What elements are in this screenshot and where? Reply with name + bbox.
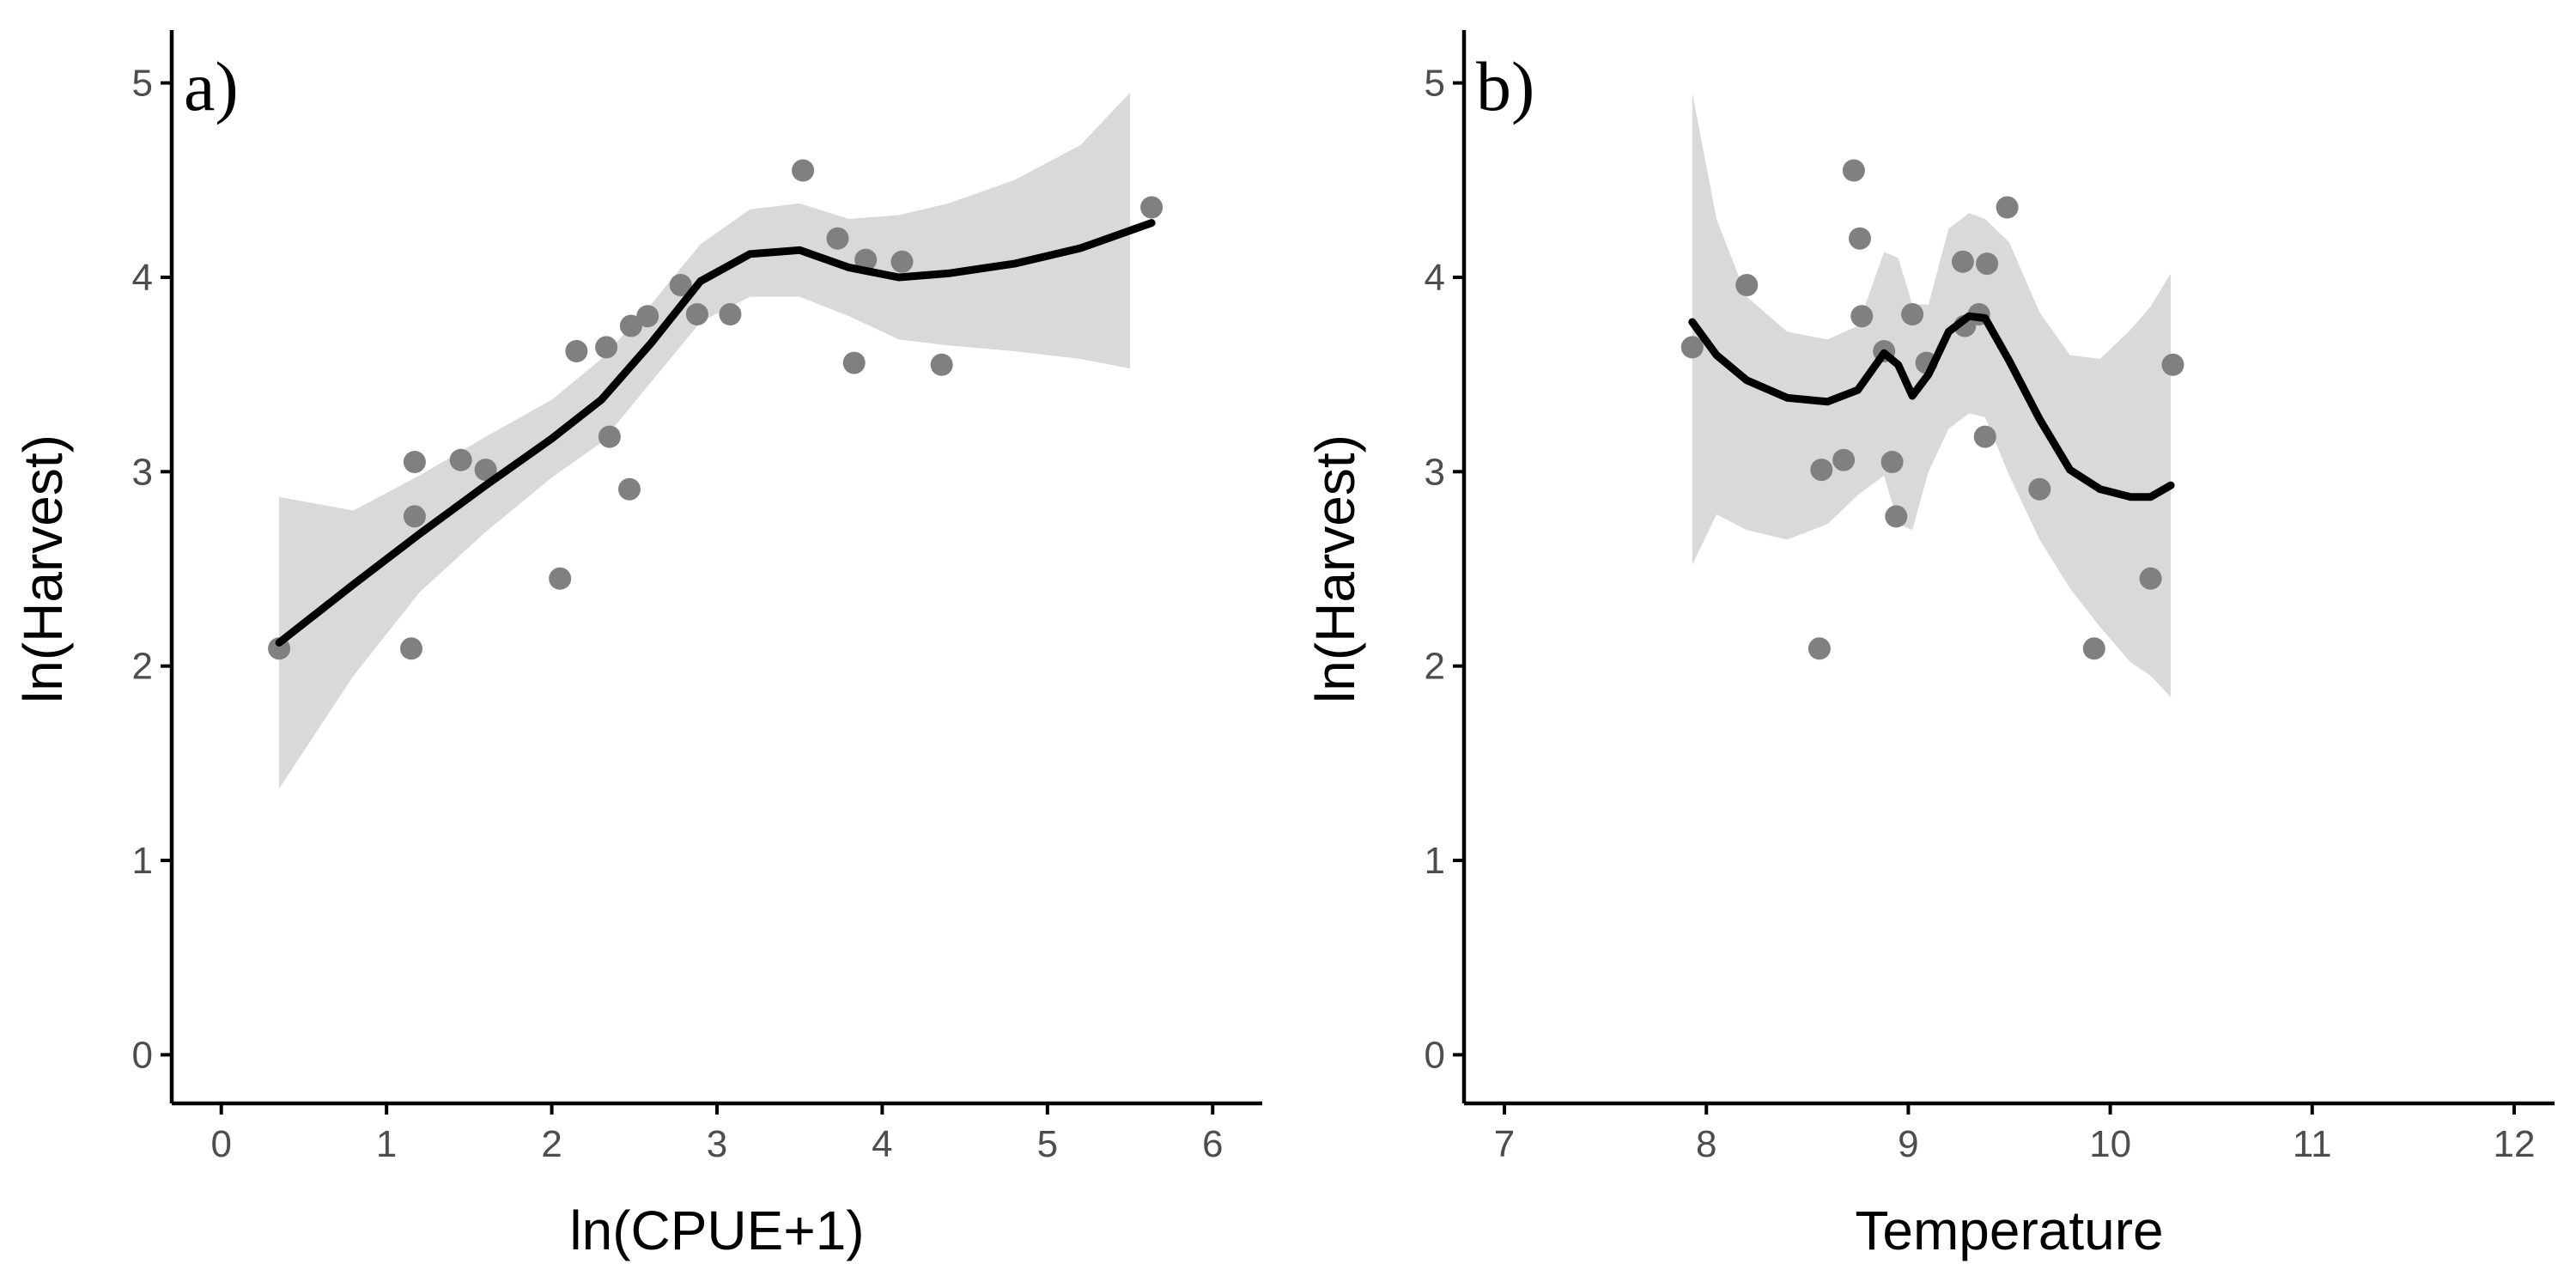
b-data-point [1996,196,2019,219]
a-data-point [474,459,497,482]
b-y-tick-label: 2 [1425,646,1445,688]
a-x-axis-title: ln(CPUE+1) [569,1200,864,1261]
b-data-point [1832,448,1856,471]
b-y-tick-label: 5 [1425,63,1445,105]
b-data-point [1680,336,1704,359]
a-data-point [618,477,641,501]
a-y-axis-title: ln(Harvest) [12,434,74,703]
b-data-point [1901,303,1924,325]
a-x-tick-label: 1 [376,1123,397,1165]
b-x-tick-label: 9 [1898,1123,1918,1165]
b-data-point [1850,305,1874,328]
a-data-point [449,448,472,471]
b-y-tick-label: 1 [1425,840,1445,882]
b-data-point [2139,567,2162,590]
a-data-point [403,505,426,528]
b-data-point [1951,250,1974,273]
b-x-tick-label: 10 [2089,1123,2131,1165]
a-x-tick-label: 0 [210,1123,231,1165]
a-x-tick-label: 2 [541,1123,562,1165]
a-y-tick-label: 4 [132,257,153,299]
a-data-point [619,314,642,337]
a-data-point [792,159,815,182]
a-data-point [400,637,422,660]
b-y-tick-label: 4 [1425,257,1445,299]
a-data-point [1140,196,1163,219]
b-data-point [2161,353,2184,376]
a-x-tick-label: 4 [872,1123,892,1165]
b-y-tick-label: 3 [1425,451,1445,493]
a-data-point [685,303,708,325]
a-y-tick-label: 2 [132,646,153,688]
a-data-point [565,340,588,362]
b-data-point [1807,637,1831,660]
a-data-point [669,274,692,296]
a-data-point [636,305,659,328]
a-x-tick-label: 6 [1202,1123,1223,1165]
a-panel-label: a) [184,47,239,125]
b-data-point [2028,477,2051,501]
a-data-point [598,425,621,448]
a-data-point [549,567,572,590]
b-data-point [1976,252,1999,276]
a-data-point [719,303,742,325]
a-data-point [854,248,878,271]
b-confidence-band [1692,92,2172,697]
a-y-tick-label: 3 [132,451,153,493]
b-panel-label: b) [1476,47,1534,125]
b-y-axis-title: ln(Harvest) [1304,434,1366,703]
a-data-point [842,351,866,374]
b-y-tick-label: 0 [1425,1034,1445,1076]
a-data-point [595,336,618,359]
b-data-point [1735,274,1759,296]
b-data-point [1880,451,1904,473]
b-data-point [1849,227,1871,250]
b-data-point [1973,425,1996,448]
b-x-tick-label: 12 [2493,1123,2535,1165]
a-y-tick-label: 0 [132,1034,153,1076]
b-x-tick-label: 7 [1494,1123,1515,1165]
a-smooth-line [275,219,1156,647]
a-confidence-band [279,92,1131,789]
b-smooth-line [1688,312,2175,501]
a-data-point [930,353,953,376]
b-data-point [1810,459,1833,482]
a-y-tick-label: 5 [132,63,153,105]
b-data-point [1885,505,1908,528]
b-x-axis-title: Temperature [1855,1200,2163,1261]
b-data-point [2082,637,2105,660]
b-x-tick-label: 8 [1696,1123,1716,1165]
b-x-tick-label: 11 [2293,1123,2332,1165]
a-x-tick-label: 5 [1037,1123,1058,1165]
panel-a: 0 1 2 3 4 5 0 1 2 3 4 5 6 ln(CPUE+1) ln(Harvest) a) [12,30,1262,1261]
a-data-point [890,250,914,273]
b-data-point [1842,159,1865,182]
a-data-point [826,227,849,250]
a-x-tick-label: 3 [707,1123,727,1165]
a-data-point [403,451,426,473]
a-y-tick-label: 1 [132,840,153,882]
